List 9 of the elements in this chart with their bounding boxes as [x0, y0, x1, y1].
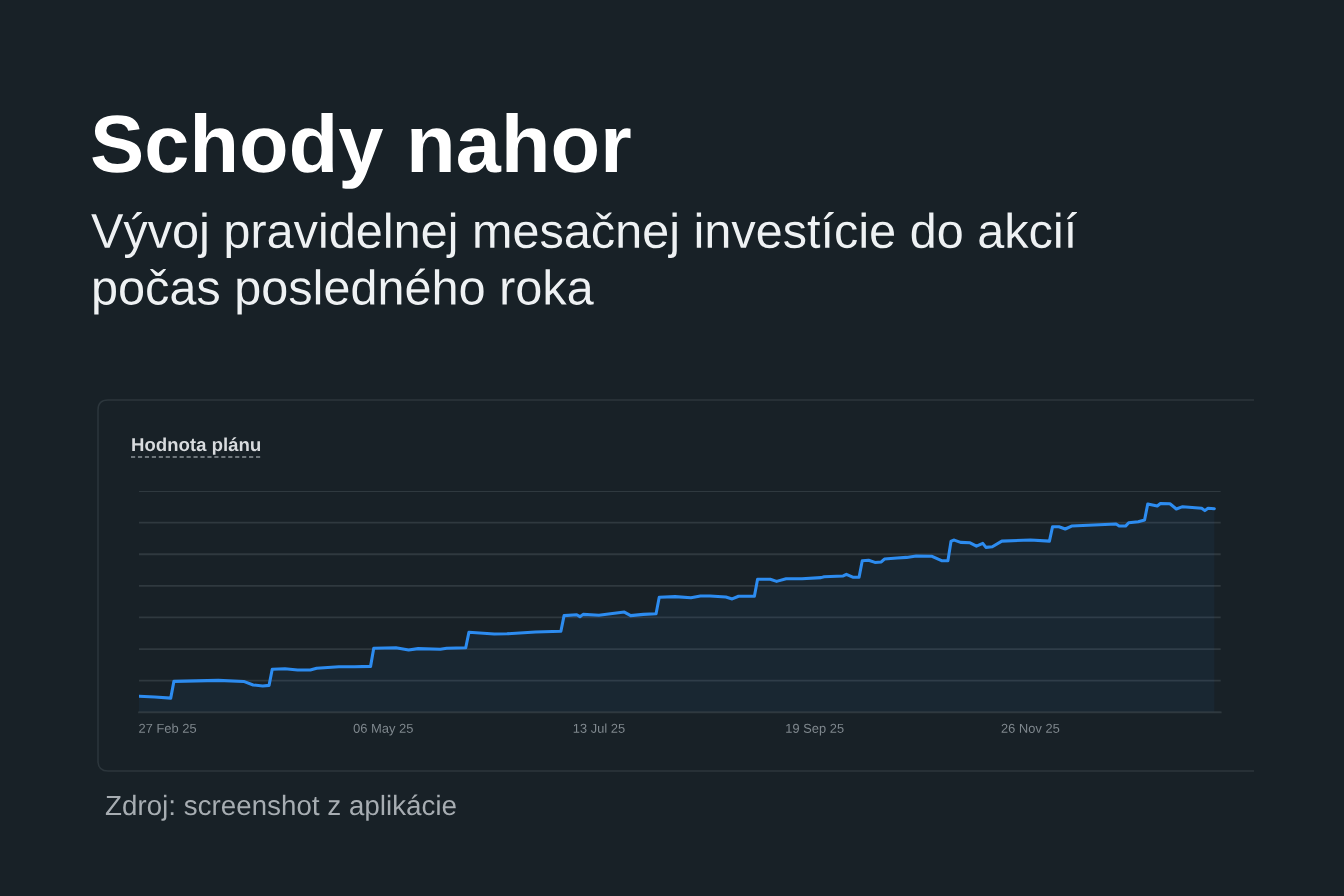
text: Hodnota plánu: [132, 437, 261, 455]
chart-subtitle: Vývoj pravidelnej mesačnej investície do akcií počas posledného roka: [91, 212, 1077, 315]
text: Zdroj: screenshot z aplikácie: [105, 794, 456, 821]
x-tick-label: 13 Jul 25: [573, 723, 625, 733]
x-tick-label: 26 Nov 25: [1001, 723, 1060, 733]
chart-title: Schody nahor: [92, 113, 631, 189]
x-tick-label: 06 May 25: [353, 723, 413, 736]
x-tick-label: 27 Feb 25: [139, 723, 197, 733]
x-tick-label: 19 Sep 25: [786, 723, 844, 736]
